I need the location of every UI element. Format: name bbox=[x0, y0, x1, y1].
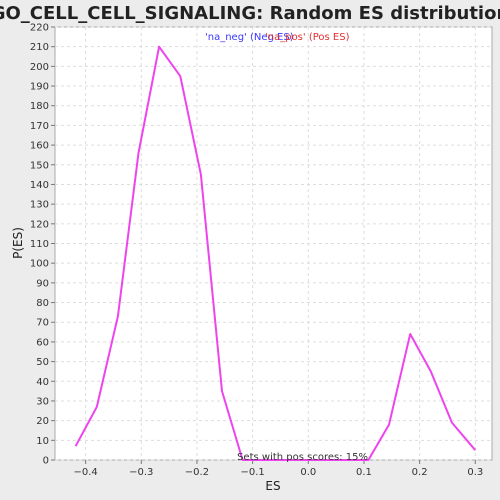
x-tick-label: 0.0 bbox=[300, 467, 316, 478]
y-tick-label: 210 bbox=[30, 42, 49, 53]
y-axis-label: P(ES) bbox=[11, 227, 25, 259]
y-tick-label: 170 bbox=[30, 121, 49, 132]
legend-entry: 'na_pos' (Pos ES) bbox=[265, 32, 350, 43]
y-tick-label: 70 bbox=[36, 318, 49, 329]
y-tick-label: 120 bbox=[30, 219, 49, 230]
y-tick-label: 40 bbox=[36, 377, 49, 388]
y-tick-label: 0 bbox=[43, 456, 49, 467]
y-tick-label: 80 bbox=[36, 298, 49, 309]
y-tick-label: 110 bbox=[30, 239, 49, 250]
axes: 0 10 20 30 40 50 60 70 80 90 100 110 120 130 140 150 160… bbox=[30, 23, 483, 479]
chart-title: GO_CELL_CELL_SIGNALING: Random ES distri… bbox=[0, 3, 500, 24]
x-tick-label: −0.1 bbox=[240, 467, 264, 478]
y-tick-label: 10 bbox=[36, 436, 49, 447]
grid-lines bbox=[55, 26, 492, 461]
x-tick-label: 0.1 bbox=[356, 467, 372, 478]
y-tick-label: 140 bbox=[30, 180, 49, 191]
legend-entry: 'na_neg' (Neg ES) bbox=[205, 32, 294, 43]
x-axis-label: ES bbox=[265, 479, 280, 493]
y-tick-label: 160 bbox=[30, 141, 49, 152]
x-tick-label: −0.4 bbox=[73, 467, 97, 478]
y-tick-label: 30 bbox=[36, 396, 49, 407]
y-tick-label: 20 bbox=[36, 416, 49, 427]
x-tick-label: −0.3 bbox=[129, 467, 153, 478]
y-tick-label: 100 bbox=[30, 259, 49, 270]
legend: 'na_neg' (Neg ES)'na_pos' (Pos ES) bbox=[205, 32, 350, 43]
y-tick-label: 150 bbox=[30, 160, 49, 171]
y-tick-label: 200 bbox=[30, 62, 49, 73]
y-tick-label: 130 bbox=[30, 200, 49, 211]
series-layer bbox=[74, 45, 477, 461]
y-tick-label: 50 bbox=[36, 357, 49, 368]
annotation: Sets with pos scores: 15% bbox=[237, 452, 368, 463]
x-tick-label: 0.2 bbox=[412, 467, 428, 478]
series-line bbox=[74, 45, 477, 461]
x-tick-label: 0.3 bbox=[467, 467, 483, 478]
y-tick-label: 60 bbox=[36, 337, 49, 348]
y-tick-label: 220 bbox=[30, 23, 49, 34]
y-tick-label: 180 bbox=[30, 101, 49, 112]
y-tick-label: 190 bbox=[30, 82, 49, 93]
x-tick-label: −0.2 bbox=[185, 467, 209, 478]
y-tick-label: 90 bbox=[36, 278, 49, 289]
